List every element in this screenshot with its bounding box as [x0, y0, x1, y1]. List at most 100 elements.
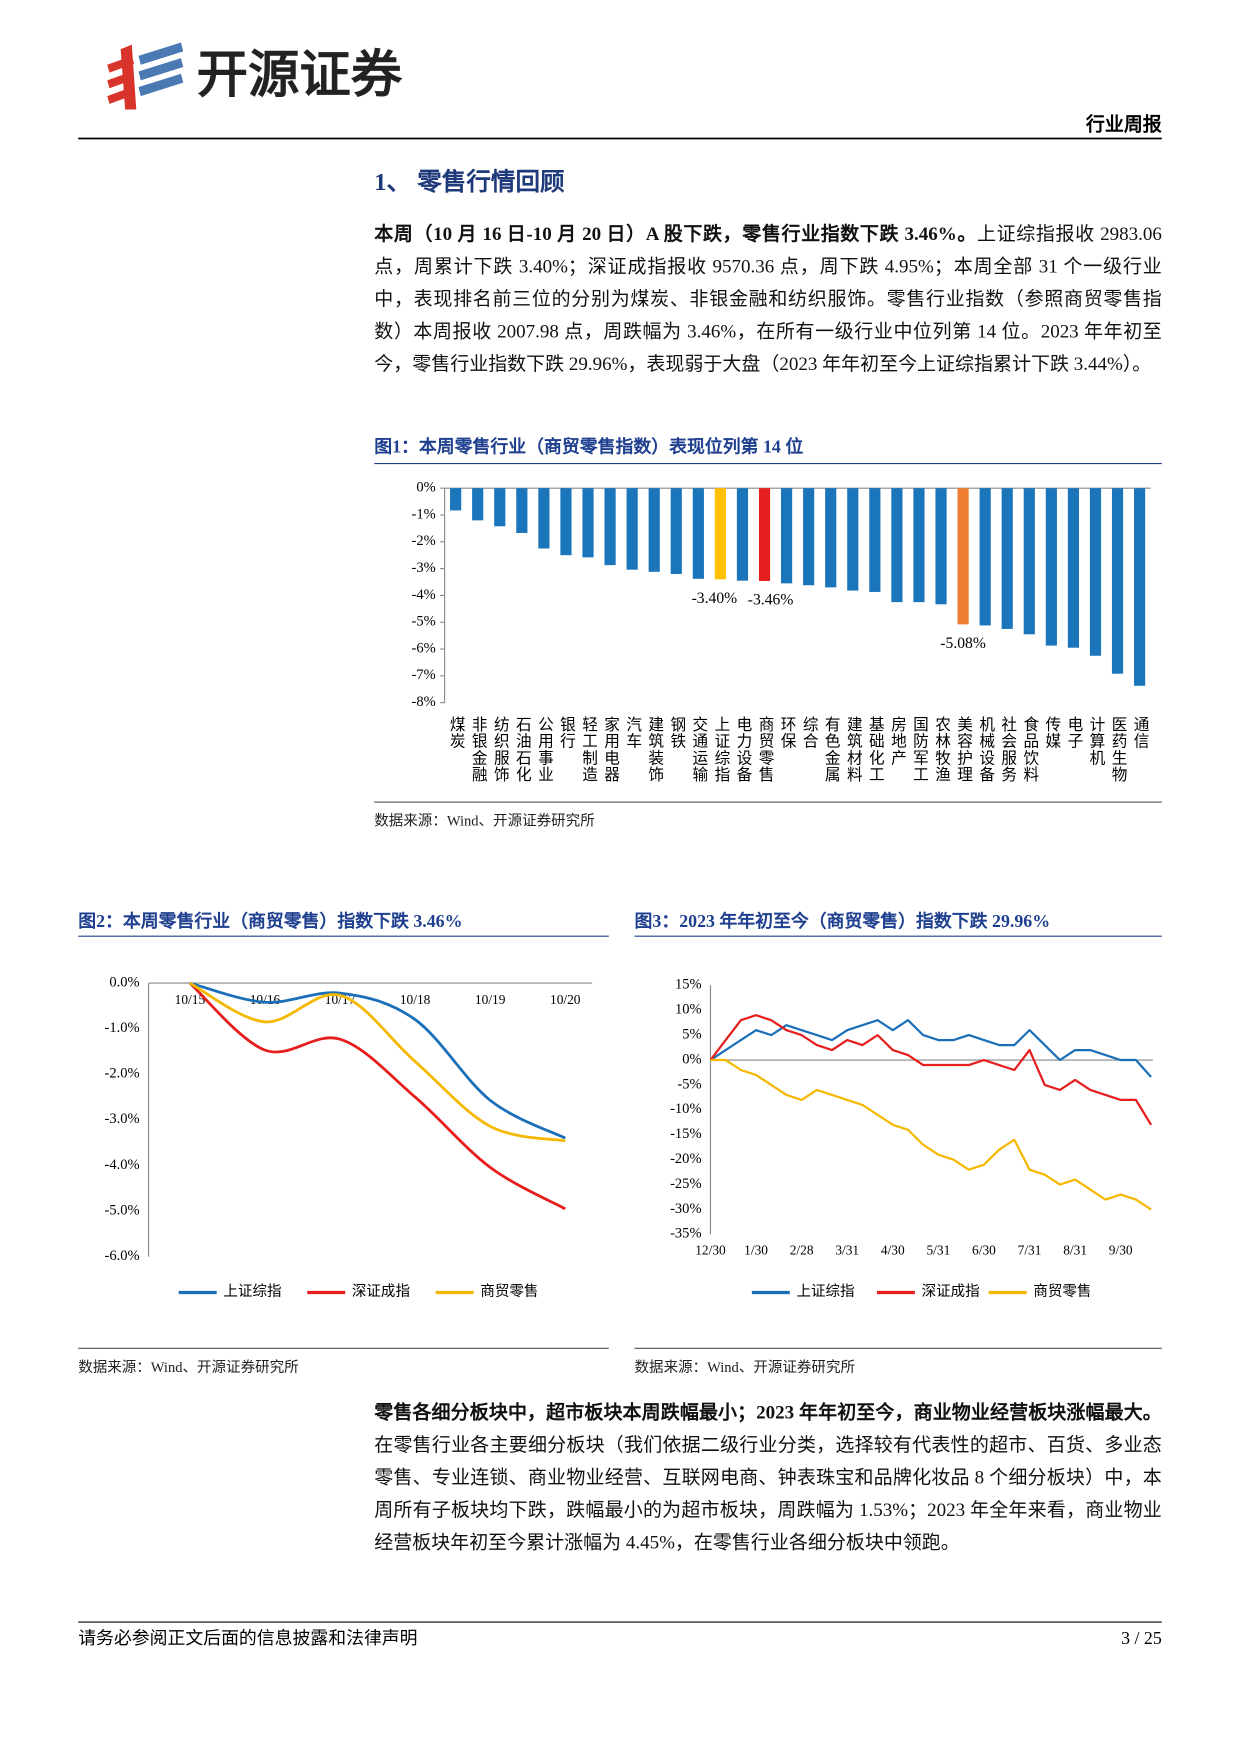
x-tick-label: 7/31: [1018, 1242, 1042, 1257]
legend-label: 深证成指: [922, 1283, 980, 1300]
x-tick-label: 银行: [557, 716, 575, 750]
brand: 开源证券: [197, 45, 403, 105]
x-tick-label: 纺织服饰: [491, 716, 509, 783]
bar: [648, 488, 660, 572]
bar: [913, 488, 925, 603]
x-tick-label: 4/30: [881, 1242, 905, 1257]
x-tick-label: 1/30: [744, 1242, 768, 1257]
y-tick-label: -3.0%: [105, 1111, 140, 1127]
x-tick-label: 通信: [1131, 716, 1149, 750]
y-tick-label: -1.0%: [105, 1020, 140, 1036]
x-tick-label: 12/30: [695, 1242, 726, 1257]
y-tick-label: -2.0%: [105, 1066, 140, 1082]
bar: [781, 488, 793, 584]
bar: [1089, 488, 1102, 656]
paragraph-lead: 零售各细分板块中，超市板块本周跌幅最小；2023 年年初至今，商业物业经营板块涨…: [374, 1401, 1162, 1424]
y-tick-label: -25%: [670, 1176, 701, 1192]
figure-title: 图1：本周零售行业（商贸零售指数）表现位列第 14 位: [374, 437, 804, 457]
y-tick-label: 0.0%: [109, 974, 139, 990]
x-tick-label: 食品饮料: [1021, 716, 1039, 783]
bar: [1111, 488, 1124, 674]
bar: [582, 488, 594, 558]
x-tick-label: 3/31: [835, 1242, 859, 1257]
bar: [935, 488, 947, 605]
x-tick-label: 计算机: [1087, 716, 1105, 766]
y-tick-label: -35%: [670, 1226, 701, 1242]
bar: [692, 488, 704, 579]
series-line: [188, 982, 566, 1211]
legend-label: 深证成指: [352, 1283, 410, 1300]
y-tick-label: 5%: [682, 1026, 701, 1042]
y-tick-label: -1%: [411, 506, 435, 522]
report-type: 行业周报: [1085, 113, 1162, 136]
x-tick-label: 非银金融: [469, 716, 487, 783]
figure-source: 数据来源：Wind、开源证券研究所: [634, 1358, 856, 1376]
y-tick-label: 15%: [675, 977, 702, 993]
data-label: -5.08%: [940, 635, 986, 652]
bar: [803, 488, 815, 586]
x-tick-label: 交通运输: [690, 716, 708, 783]
x-tick-label: 房地产: [888, 716, 906, 766]
x-tick-label: 美容护理: [955, 716, 973, 783]
series-line: [189, 981, 566, 1143]
data-label: -3.46%: [748, 592, 794, 609]
legend-label: 商贸零售: [1033, 1283, 1091, 1300]
paragraph-text: 上证综指报收 2983.06 点，周累计下跌 3.40%；深证成指报收 9570…: [374, 223, 1162, 375]
y-tick-label: -4%: [411, 587, 435, 603]
figure-title: 图2：本周零售行业（商贸零售）指数下跌 3.46%: [78, 912, 463, 932]
bar: [626, 488, 638, 570]
y-tick-label: -20%: [670, 1151, 701, 1167]
y-tick-label: -6%: [411, 640, 435, 656]
y-tick-label: 0%: [682, 1051, 701, 1067]
bar: [758, 488, 771, 581]
y-tick-label: -2%: [411, 533, 435, 549]
y-tick-label: -5%: [411, 614, 435, 630]
y-tick-label: -10%: [670, 1101, 701, 1117]
x-tick-label: 电子: [1065, 716, 1083, 750]
bar: [891, 488, 903, 603]
bar: [957, 488, 969, 625]
bar: [714, 488, 726, 580]
footer-disclaimer: 请务必参阅正文后面的信息披露和法律声明: [78, 1628, 417, 1648]
x-tick-label: 建筑装饰: [646, 716, 664, 783]
x-tick-label: 石油石化: [513, 716, 531, 783]
y-tick-label: -30%: [670, 1201, 701, 1217]
bar: [472, 488, 484, 521]
y-tick-label: -15%: [670, 1126, 701, 1142]
y-tick-label: -3%: [411, 560, 435, 576]
bar: [1001, 488, 1013, 629]
x-tick-label: 10/20: [550, 992, 581, 1007]
bar: [869, 488, 881, 592]
paragraph-lead: 本周（10 月 16 日-10 月 20 日）A 股下跌，零售行业指数下跌 3.…: [374, 223, 978, 245]
x-tick-label: 8/31: [1063, 1242, 1087, 1257]
y-tick-label: 0%: [416, 480, 435, 496]
legend-label: 商贸零售: [480, 1283, 538, 1300]
x-tick-label: 电力设备: [734, 716, 752, 783]
x-tick-label: 商贸零售: [756, 716, 774, 783]
x-tick-label: 钢铁: [668, 716, 686, 750]
x-tick-label: 社会服务: [999, 716, 1017, 783]
bar: [1134, 488, 1146, 686]
x-tick-label: 6/30: [972, 1242, 996, 1257]
x-tick-label: 农林牧渔: [933, 716, 951, 783]
data-label: -3.40%: [692, 590, 738, 607]
logo-icon: [107, 42, 184, 110]
legend-label: 上证综指: [223, 1283, 281, 1300]
x-tick-label: 机械设备: [977, 716, 995, 783]
y-tick-label: -5%: [677, 1076, 701, 1092]
figure-source: 数据来源：Wind、开源证券研究所: [78, 1358, 299, 1376]
x-tick-label: 2/28: [790, 1242, 814, 1257]
bar: [1023, 488, 1035, 635]
bar: [979, 488, 991, 626]
x-tick-label: 轻工制造: [580, 716, 598, 783]
legend-label: 上证综指: [797, 1283, 855, 1300]
x-tick-label: 上证综指: [712, 716, 730, 783]
series-line: [709, 1014, 1153, 1126]
x-tick-label: 传媒: [1043, 716, 1061, 750]
x-tick-label: 综合: [800, 716, 818, 750]
x-tick-label: 环保: [778, 716, 796, 750]
y-tick-label: -7%: [411, 667, 435, 683]
series-line: [710, 1058, 1152, 1211]
